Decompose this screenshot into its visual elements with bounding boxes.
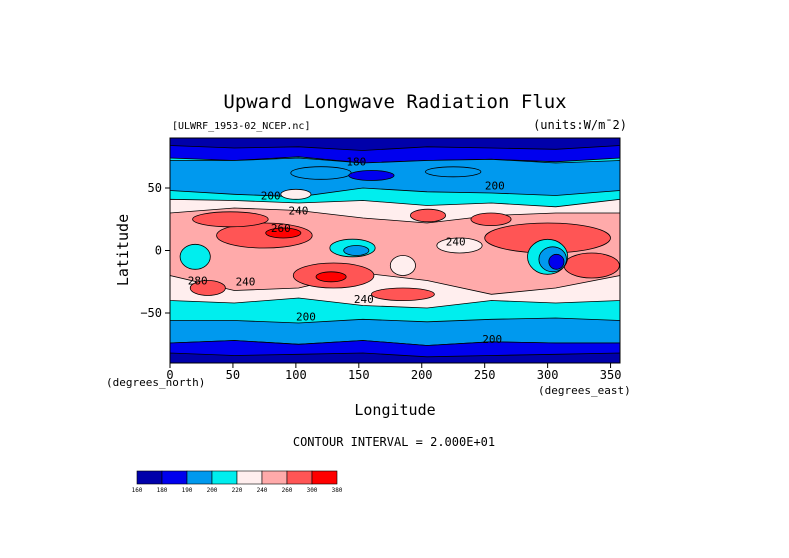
y-tick-label: −50 <box>140 306 162 320</box>
x-tick-label: 0 <box>166 368 173 382</box>
contour-label: 200 <box>482 333 502 346</box>
flux-feature <box>192 211 269 228</box>
flux-feature <box>425 166 482 178</box>
colorbar-legend: 160 180 190 200 220 240 260 300 380 <box>132 470 343 494</box>
contour-label: 260 <box>271 222 291 235</box>
flux-feature <box>280 188 312 200</box>
flux-feature <box>563 252 620 279</box>
colorbar-swatch <box>211 470 238 485</box>
contour-label: 200 <box>261 189 281 202</box>
colorbar-swatch <box>286 470 313 485</box>
flux-feature <box>189 280 226 296</box>
flux-feature <box>470 212 512 227</box>
colorbar-label: 200 <box>207 487 218 494</box>
chart-title: Upward Longwave Radiation Flux <box>223 91 566 113</box>
flux-feature <box>370 287 435 302</box>
y-axis-ticks: 50 0 −50 <box>140 181 170 320</box>
flux-feature <box>409 208 446 223</box>
colorbar-label: 220 <box>232 487 243 494</box>
x-unit-label: (degrees_east) <box>538 384 631 397</box>
colorbar-label: 260 <box>282 487 293 494</box>
x-axis-label: Longitude <box>354 401 435 419</box>
flux-feature <box>315 271 347 283</box>
x-tick-label: 50 <box>226 368 240 382</box>
flux-feature <box>548 253 565 270</box>
flux-feature <box>265 227 302 239</box>
contour-label: 240 <box>288 204 308 217</box>
colorbar-swatch <box>161 470 188 485</box>
flux-feature <box>389 255 416 276</box>
contour-label: 180 <box>346 156 366 169</box>
flux-feature <box>436 237 483 254</box>
flux-feature <box>179 243 211 270</box>
units-label: (units:W/m¯2) <box>533 118 627 132</box>
contour-label: 200 <box>485 179 505 192</box>
file-label: [ULWRF_1953-02_NCEP.nc] <box>172 121 310 132</box>
flux-feature <box>348 170 395 181</box>
flux-features <box>179 166 620 302</box>
x-tick-label: 200 <box>411 368 433 382</box>
x-tick-label: 250 <box>474 368 496 382</box>
colorbar-swatch <box>136 470 163 485</box>
contour-interval-text: CONTOUR INTERVAL = 2.000E+01 <box>293 435 495 449</box>
contour-labels: 180 200 200 240 260 240 280 240 240 200 200 <box>188 156 505 347</box>
colorbar-swatch <box>236 470 263 485</box>
colorbar-swatch <box>261 470 288 485</box>
plot-area: 180 200 200 240 260 240 280 240 240 200 200 <box>169 137 621 364</box>
y-tick-label: 0 <box>155 244 162 258</box>
colorbar-label: 180 <box>157 487 168 494</box>
colorbar-label: 380 <box>332 487 343 494</box>
colorbar-label: 240 <box>257 487 268 494</box>
contour-label: 240 <box>446 236 466 249</box>
x-axis-ticks: 0 50 100 150 200 250 300 350 <box>166 363 621 382</box>
colorbar-label: 190 <box>182 487 193 494</box>
x-tick-label: 350 <box>600 368 622 382</box>
contour-label: 240 <box>354 293 374 306</box>
colorbar-swatch <box>186 470 213 485</box>
contour-label: 280 <box>188 274 208 287</box>
y-axis-label: Latitude <box>114 214 132 286</box>
colorbar-swatch <box>311 470 338 485</box>
flux-feature <box>290 166 352 180</box>
colorbar-label: 300 <box>307 487 318 494</box>
flux-feature <box>343 245 370 256</box>
y-tick-label: 50 <box>148 181 162 195</box>
colorbar-label: 160 <box>132 487 143 494</box>
contour-label: 240 <box>236 276 256 289</box>
x-tick-label: 150 <box>348 368 370 382</box>
x-tick-label: 300 <box>537 368 559 382</box>
y-unit-label: (degrees_north) <box>106 376 205 389</box>
contour-label: 200 <box>296 311 316 324</box>
x-tick-label: 100 <box>285 368 307 382</box>
